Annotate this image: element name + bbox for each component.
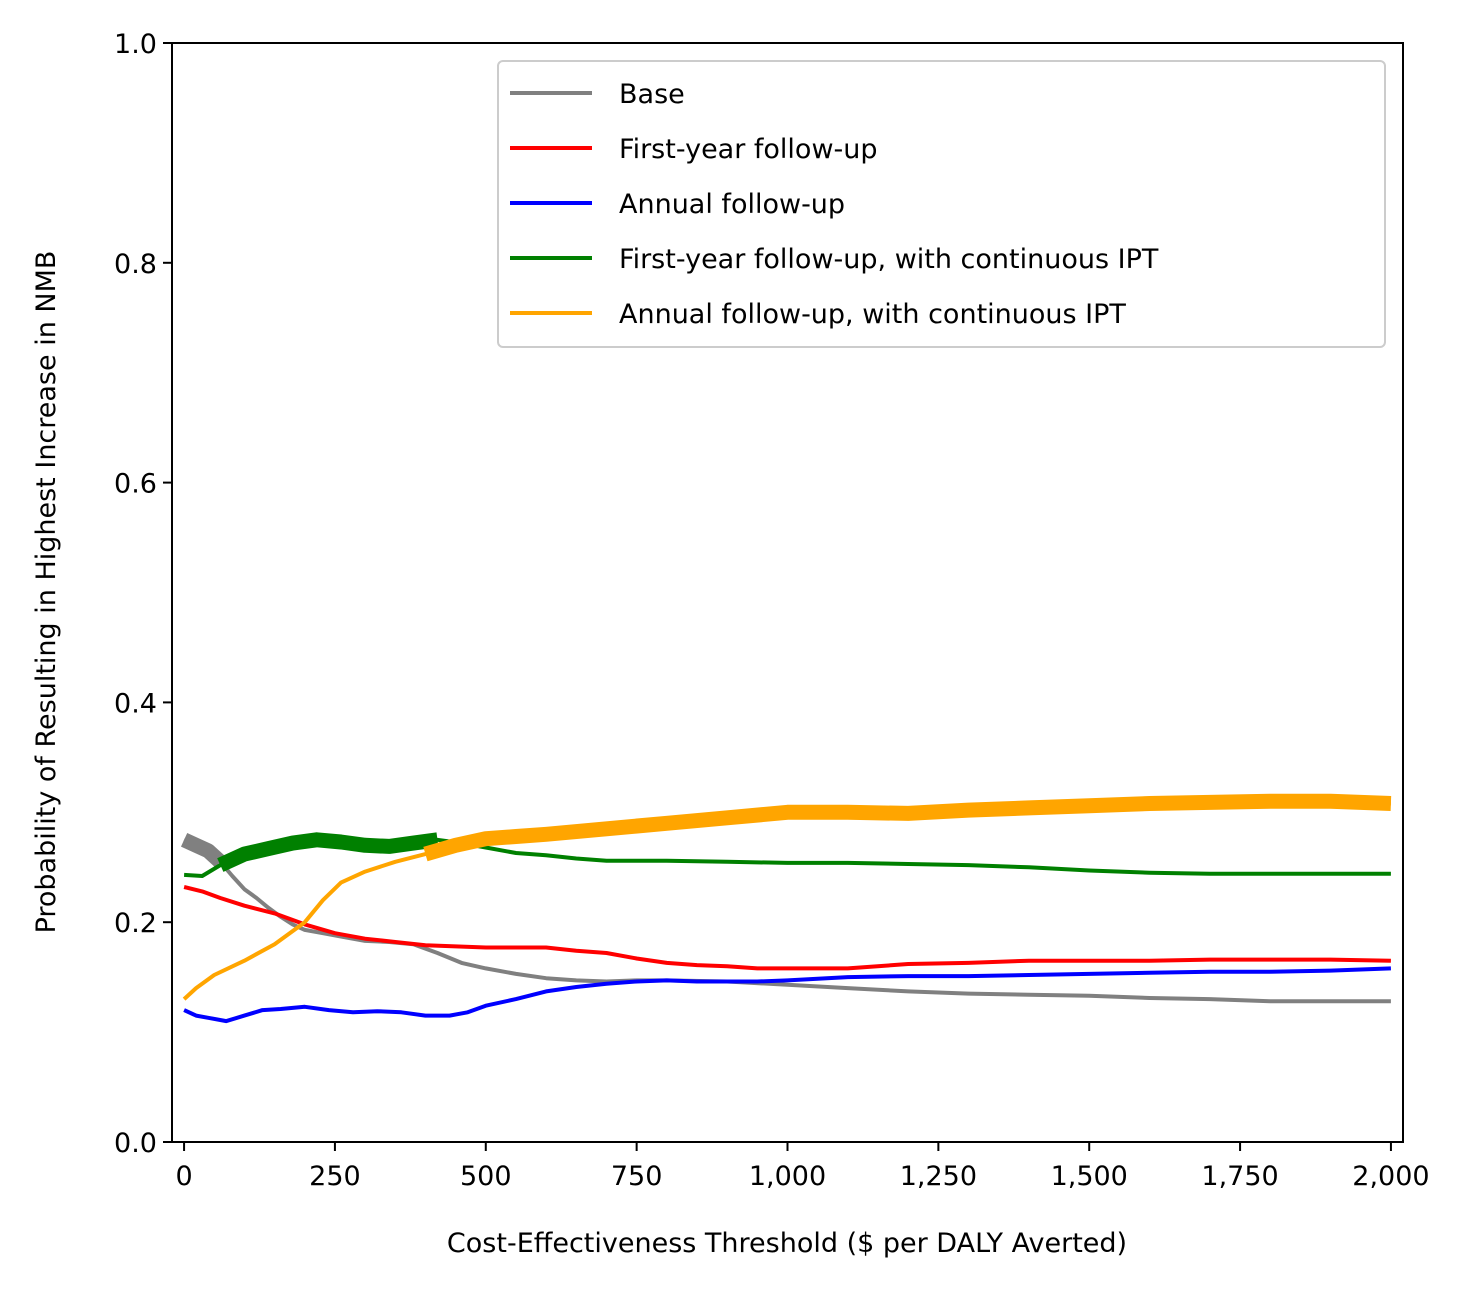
y-axis: 0.0 0.2 0.4 0.6 0.8 1.0 bbox=[114, 29, 172, 1159]
legend-label: First-year follow-up bbox=[619, 134, 878, 165]
x-tick-label: 500 bbox=[460, 1161, 512, 1192]
x-tick-label: 250 bbox=[309, 1161, 361, 1192]
series-highlight-base bbox=[180, 832, 226, 868]
legend: Base First-year follow-up Annual follow-up… bbox=[497, 60, 1386, 348]
series-highlight-annual-follow-up-with-continuous-ipt bbox=[423, 793, 1392, 862]
x-tick-label: 750 bbox=[611, 1161, 663, 1192]
series-highlight-first-year-follow-up-with-continuous-ipt bbox=[217, 832, 439, 872]
legend-label: Annual follow-up bbox=[619, 189, 845, 220]
x-tick-label: 0 bbox=[175, 1161, 192, 1192]
y-axis-title: Probability of Resulting in Highest Incr… bbox=[31, 251, 62, 934]
legend-label: First-year follow-up, with continuous IP… bbox=[619, 244, 1159, 275]
series-line-base bbox=[183, 837, 1391, 1004]
x-tick-label: 1,000 bbox=[749, 1161, 826, 1192]
y-tick-label: 0.4 bbox=[114, 688, 157, 719]
x-axis-title: Cost-Effectiveness Threshold ($ per DALY… bbox=[447, 1228, 1127, 1259]
legend-box bbox=[497, 60, 1386, 348]
x-tick-label: 1,500 bbox=[1051, 1161, 1128, 1192]
legend-label: Annual follow-up, with continuous IPT bbox=[619, 299, 1126, 330]
y-tick-label: 1.0 bbox=[114, 29, 157, 60]
legend-label: Base bbox=[619, 79, 685, 110]
x-tick-label: 1,750 bbox=[1201, 1161, 1278, 1192]
y-tick-label: 0.0 bbox=[114, 1128, 157, 1159]
series-layer bbox=[180, 793, 1392, 1024]
y-tick-label: 0.2 bbox=[114, 908, 157, 939]
series-line-annual-follow-up bbox=[183, 966, 1391, 1024]
x-tick-label: 2,000 bbox=[1352, 1161, 1429, 1192]
y-tick-label: 0.8 bbox=[114, 249, 157, 280]
series-line-first-year-follow-up bbox=[183, 885, 1391, 971]
x-tick-label: 1,250 bbox=[900, 1161, 977, 1192]
x-axis: 0 250 500 750 1,000 1,250 1,500 1,750 2,000 bbox=[175, 1142, 1430, 1192]
y-tick-label: 0.6 bbox=[114, 469, 157, 500]
